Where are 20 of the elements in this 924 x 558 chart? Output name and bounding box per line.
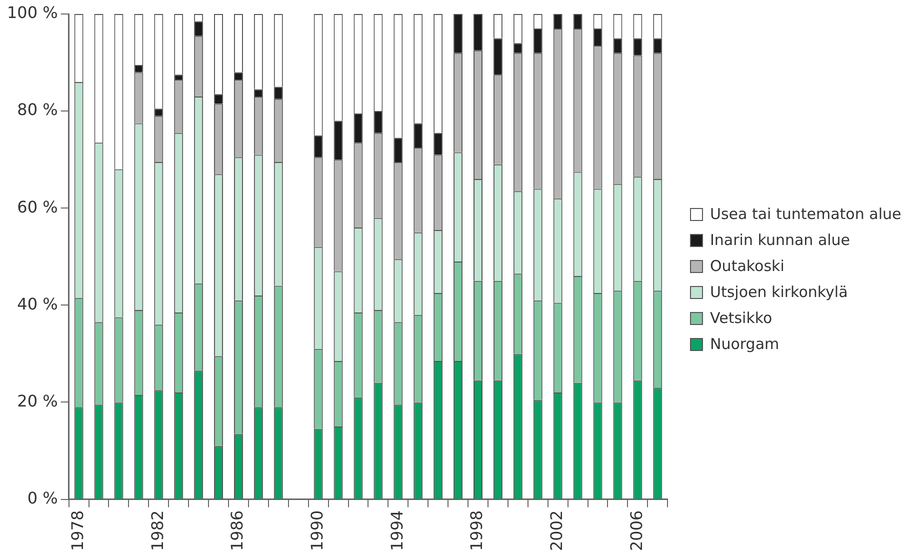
legend-label: Outakoski [710, 257, 784, 275]
text: Usea tai tuntematon alue [710, 205, 902, 223]
x-tick-label: 1994 [387, 510, 406, 551]
x-tick-label: 2002 [546, 510, 566, 551]
legend-label: Utsjoen kirkonkylä [710, 283, 848, 301]
y-tick-label: 80 % [17, 100, 58, 120]
y-tick-label: 100 % [7, 3, 58, 22]
x-tick-label: 1982 [148, 510, 167, 551]
legend-label: Inarin kunnan alue [710, 231, 850, 249]
x-tick-label: 2006 [626, 510, 646, 551]
legend-label: Nuorgam [710, 335, 780, 353]
legend-label: Vetsikko [710, 309, 772, 327]
y-tick-label: 0 % [27, 488, 58, 508]
y-tick-label: 60 % [17, 197, 58, 216]
y-tick-label: 20 % [17, 391, 58, 410]
y-tick-label: 40 % [17, 294, 58, 314]
x-tick-label: 1998 [467, 510, 486, 551]
x-tick-label: 1986 [228, 510, 247, 551]
x-tick-label: 1990 [307, 510, 326, 551]
x-tick-label: 1978 [68, 510, 87, 551]
